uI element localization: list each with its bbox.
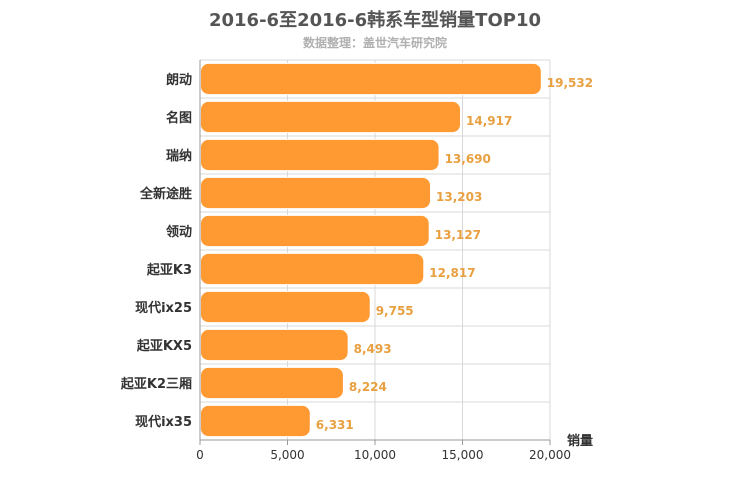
category-label: 全新途胜	[139, 186, 192, 202]
x-axis-title: 销量	[567, 433, 593, 449]
data-label: 19,532	[547, 76, 593, 90]
chart-subtitle: 数据整理：盖世汽车研究院	[302, 36, 447, 50]
category-label: 现代ix25	[135, 300, 192, 316]
data-label: 8,493	[354, 342, 392, 356]
category-label: 现代ix35	[135, 414, 192, 430]
chart-title: 2016-6至2016-6韩系车型销量TOP10	[208, 10, 541, 31]
bar	[200, 62, 542, 96]
bar	[200, 328, 349, 362]
bar	[200, 290, 371, 324]
category-label: 起亚K3	[146, 262, 192, 278]
category-label: 瑞纳	[166, 148, 192, 164]
data-label: 9,755	[376, 304, 414, 318]
x-tick-label: 20,000	[529, 448, 571, 462]
bar	[200, 252, 425, 286]
bar-layer	[200, 62, 542, 438]
data-label: 6,331	[316, 418, 354, 432]
category-label: 领动	[166, 224, 192, 240]
data-label: 8,224	[349, 380, 387, 394]
bar	[200, 100, 462, 134]
category-label: 起亚KX5	[136, 338, 192, 354]
label-layer: 朗动 19,532 名图 14,917 瑞纳 13,690 全新途胜 13,203 领动 13,1…	[120, 72, 593, 432]
category-label: 起亚K2三厢	[120, 376, 192, 392]
data-label: 13,203	[436, 190, 482, 204]
x-tick-label: 5,000	[270, 448, 304, 462]
bar	[200, 138, 440, 172]
x-tick-label: 15,000	[442, 448, 484, 462]
data-label: 14,917	[466, 114, 512, 128]
category-label: 名图	[166, 110, 192, 126]
bar	[200, 214, 430, 248]
bar	[200, 176, 432, 210]
data-label: 13,690	[445, 152, 491, 166]
x-tick-label: 0	[196, 448, 204, 462]
bar	[200, 366, 344, 400]
axis-layer: 销量 0 5,000 10,000 15,000 20,000	[196, 60, 593, 462]
data-label: 13,127	[435, 228, 481, 242]
bar	[200, 404, 311, 438]
x-tick-label: 10,000	[354, 448, 396, 462]
data-label: 12,817	[429, 266, 475, 280]
category-label: 朗动	[166, 72, 192, 88]
